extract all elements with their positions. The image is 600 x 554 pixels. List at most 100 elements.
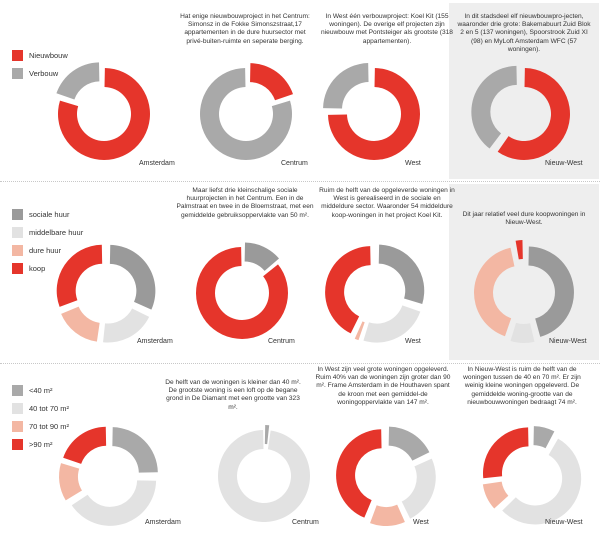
donut-slice-middelbare-huur [363, 305, 421, 343]
region-label-west: West [413, 519, 429, 526]
donut-slice-40-tot-70-m- [71, 480, 157, 526]
donut-slice--40-m- [264, 425, 270, 445]
donut-oppervlakte-west [336, 426, 436, 526]
donut-svg [482, 426, 582, 525]
donut-svg [200, 63, 293, 160]
legend-label: >90 m² [29, 439, 53, 449]
donut-slice-dure-huur [354, 321, 365, 341]
donut-bouw-nieuwwest [471, 64, 574, 164]
donut-slice-40-tot-70-m- [401, 458, 436, 519]
legend-item: 70 tot 90 m² [12, 418, 69, 434]
donut-slice-nieuwbouw [250, 63, 293, 101]
note-west-woningtype: Ruim de helft van de opgeleverde woninge… [319, 187, 455, 219]
legend-item: >90 m² [12, 436, 69, 452]
legend-label: <40 m² [29, 385, 53, 395]
donut-svg [59, 426, 158, 526]
legend-swatch [12, 208, 23, 220]
note-centrum-woningtype: Maar liefst drie kleinschalige sociale h… [176, 187, 314, 219]
legend-item: Verbouw [12, 65, 68, 81]
region-label-amsterdam: Amsterdam [137, 338, 173, 345]
region-label-centrum: Centrum [292, 519, 319, 526]
legend-swatch [12, 262, 23, 274]
legend-item: 40 tot 70 m² [12, 400, 69, 416]
donut-slice-verbouw [56, 62, 100, 100]
donut-slice-nieuwbouw [328, 68, 420, 160]
legend-item: <40 m² [12, 382, 69, 398]
region-label-nieuwwest: Nieuw-West [549, 338, 587, 345]
donut-svg [56, 62, 150, 160]
legend-label: Verbouw [29, 68, 59, 78]
donut-slice-dure-huur [61, 306, 100, 342]
donut-slice--40-m- [112, 427, 158, 473]
legend-swatch [12, 402, 23, 414]
region-label-west: West [405, 338, 421, 345]
note-west-oppervlakte: In West zijn veel grote woningen opgelev… [315, 366, 451, 406]
donut-slice-koop [196, 247, 288, 339]
legend-item: Nieuwbouw [12, 47, 68, 63]
donut-slice-verbouw [471, 65, 517, 149]
row-separator [0, 363, 600, 364]
legend-swatch [12, 420, 23, 432]
donut-slice-koop [56, 244, 103, 307]
donut-svg [218, 425, 310, 522]
donut-woningtype-west [325, 243, 425, 343]
donut-svg [325, 244, 425, 343]
donut-bouw-west [323, 63, 424, 164]
donut-svg [474, 240, 574, 343]
donut-slice-middelbare-huur [103, 308, 150, 343]
donut-slice-koop [515, 240, 523, 260]
legend-swatch [12, 226, 23, 238]
legend-label: middelbare huur [29, 227, 84, 237]
donut-oppervlakte-nieuwwest [482, 426, 582, 526]
legend-item: middelbare huur [12, 224, 83, 240]
donut-slice-koop [325, 246, 371, 334]
note-nieuwwest-oppervlakte: In Nieuw-West is ruim de helft van de wo… [463, 366, 581, 406]
legend-label: Nieuwbouw [29, 50, 68, 60]
donut-slice--40-m- [533, 426, 555, 449]
region-label-west: West [405, 160, 421, 167]
legend-label: koop [29, 263, 46, 273]
donut-slice-verbouw [323, 63, 369, 109]
donut-slice-sociale-huur [244, 242, 280, 271]
legend-oppervlakte: <40 m² 40 tot 70 m² 70 tot 90 m² >90 m² [12, 382, 69, 454]
donut-slice-70-tot-90-m- [482, 481, 509, 509]
note-west-bouw: In West één verbouwproject: Koel Kit (15… [321, 13, 453, 45]
donut-bouw-amsterdam [54, 62, 154, 164]
legend-swatch [12, 49, 23, 61]
legend-woningtype: sociale huur middelbare huur dure huur k… [12, 206, 83, 278]
legend-label: sociale huur [29, 209, 70, 219]
donut-svg [323, 63, 420, 160]
donut-slice--40-m- [388, 426, 430, 461]
donut-slice-sociale-huur [378, 244, 425, 305]
region-label-nieuwwest: Nieuw-West [545, 160, 583, 167]
donut-svg [196, 242, 288, 339]
legend-swatch [12, 438, 23, 450]
note-centrum-oppervlakte: De helft van de woningen is kleiner dan … [165, 379, 301, 411]
donut-svg [336, 426, 436, 526]
donut-slice-70-tot-90-m- [370, 504, 405, 526]
donut-woningtype-amsterdam [56, 243, 156, 343]
row-separator [0, 181, 600, 182]
legend-item: koop [12, 260, 83, 276]
region-label-centrum: Centrum [281, 160, 308, 167]
donut-woningtype-nieuwwest [474, 240, 574, 343]
note-nieuwwest-woningtype: Dit jaar relatief veel dure koopwoningen… [462, 211, 586, 227]
donut-slice--90-m- [482, 427, 529, 479]
donut-oppervlakte-amsterdam [59, 426, 159, 526]
donut-woningtype-centrum [192, 242, 292, 343]
donut-slice-middelbare-huur [510, 322, 535, 343]
legend-swatch [12, 67, 23, 79]
donut-slice-40-tot-70-m- [502, 438, 582, 525]
legend-item: sociale huur [12, 206, 83, 222]
region-label-nieuwwest: Nieuw-West [545, 519, 583, 526]
donut-svg [56, 244, 156, 343]
legend-label: 40 tot 70 m² [29, 403, 70, 413]
donut-slice--90-m- [63, 426, 107, 464]
legend-nieuwbouw-verbouw: Nieuwbouw Verbouw [12, 47, 68, 83]
legend-swatch [12, 244, 23, 256]
donut-slice-sociale-huur [528, 246, 574, 337]
donut-slice-70-tot-90-m- [59, 463, 82, 501]
donut-bouw-centrum [196, 63, 296, 164]
region-label-centrum: Centrum [268, 338, 295, 345]
legend-swatch [12, 384, 23, 396]
